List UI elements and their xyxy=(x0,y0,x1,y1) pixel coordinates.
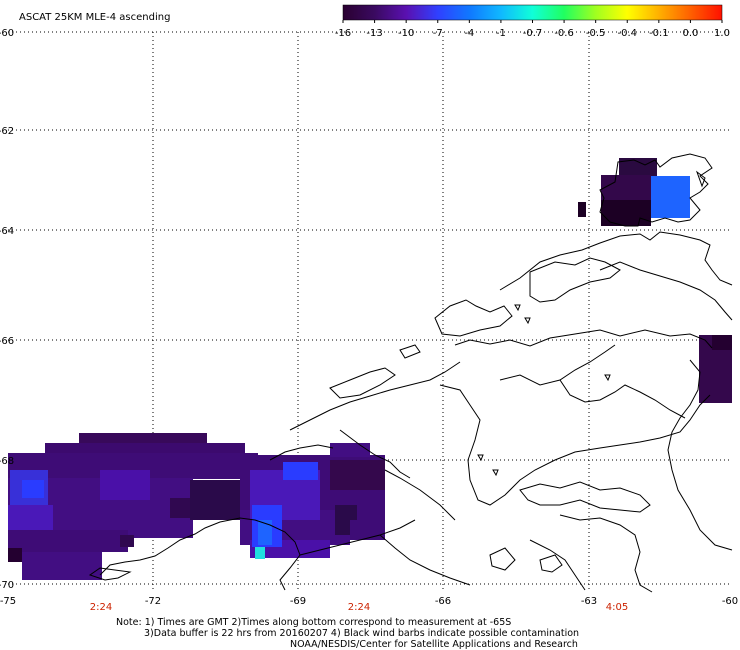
lat-label: -62 xyxy=(0,126,14,137)
swath-cell xyxy=(601,175,651,202)
swath-cell xyxy=(619,158,657,178)
lon-label: -75 xyxy=(0,596,16,607)
time-label: 2:24 xyxy=(348,602,370,613)
colorbar-label: -13 xyxy=(366,28,382,39)
time-labels: 2:24 2:24 4:05 xyxy=(90,602,628,613)
colorbar-label: -0.5 xyxy=(586,28,606,39)
colorbar-label: -0.1 xyxy=(649,28,669,39)
swath-cell xyxy=(255,547,265,559)
time-label: 2:24 xyxy=(90,602,112,613)
coastlines xyxy=(88,153,733,593)
lon-label: -69 xyxy=(290,596,306,607)
lat-label: -70 xyxy=(0,580,14,591)
lat-label: -66 xyxy=(0,336,14,347)
swath-cell xyxy=(350,520,385,540)
swath-cell xyxy=(100,470,150,500)
lat-label: -60 xyxy=(0,28,14,39)
lat-label: -68 xyxy=(0,456,14,467)
colorbar-label: 1.0 xyxy=(714,28,730,39)
lon-label: -63 xyxy=(581,596,597,607)
notes: Note: 1) Times are GMT 2)Times along bot… xyxy=(116,617,579,650)
swath-data xyxy=(8,158,732,580)
map-title: ASCAT 25KM MLE-4 ascending xyxy=(19,12,170,23)
swath-cell xyxy=(712,335,732,350)
lon-label: -72 xyxy=(145,596,161,607)
swath-cell xyxy=(8,530,128,552)
colorbar-label: -0.7 xyxy=(523,28,543,39)
colorbar-label: -1 xyxy=(496,28,506,39)
swath-cell xyxy=(283,462,318,480)
colorbar-label: 0.0 xyxy=(682,28,698,39)
swath-cell xyxy=(170,498,195,518)
note-line-3: NOAA/NESDIS/Center for Satellite Applica… xyxy=(290,639,578,650)
longitude-labels: -75 -72 -69 -66 -63 -60 xyxy=(0,596,738,607)
swath-cell xyxy=(22,480,44,498)
swath-cell xyxy=(258,520,272,545)
swath-cell xyxy=(190,480,240,520)
swath-cell xyxy=(330,460,385,490)
colorbar-label: -0.4 xyxy=(617,28,637,39)
colorbar xyxy=(342,4,723,21)
swath-cell xyxy=(22,552,102,580)
swath-cell xyxy=(8,548,22,562)
lon-label: -60 xyxy=(722,596,738,607)
note-line-2: 3)Data buffer is 22 hrs from 20160207 4)… xyxy=(144,628,579,639)
swath-cell xyxy=(578,202,586,217)
swath-cell xyxy=(120,535,134,547)
time-label: 4:05 xyxy=(606,602,628,613)
colorbar-label: -7 xyxy=(433,28,443,39)
colorbar-labels: -16 -13 -10 -7 -4 -1 -0.7 -0.6 -0.5 -0.4 -0.1 0.0 1.… xyxy=(335,20,730,39)
colorbar-label: -10 xyxy=(398,28,414,39)
lon-label: -66 xyxy=(435,596,451,607)
lat-label: -64 xyxy=(0,226,14,237)
swath-cell xyxy=(8,505,53,530)
colorbar-label: -4 xyxy=(464,28,474,39)
latitude-labels: -60 -62 -64 -66 -68 -70 xyxy=(0,28,14,591)
swath-cell xyxy=(601,200,651,226)
colorbar-label: -16 xyxy=(335,28,351,39)
note-line-1: Note: 1) Times are GMT 2)Times along bot… xyxy=(116,617,511,628)
swath-cell xyxy=(330,443,370,457)
colorbar-gradient xyxy=(342,4,723,21)
colorbar-label: -0.6 xyxy=(554,28,574,39)
swath-cell xyxy=(651,176,690,218)
